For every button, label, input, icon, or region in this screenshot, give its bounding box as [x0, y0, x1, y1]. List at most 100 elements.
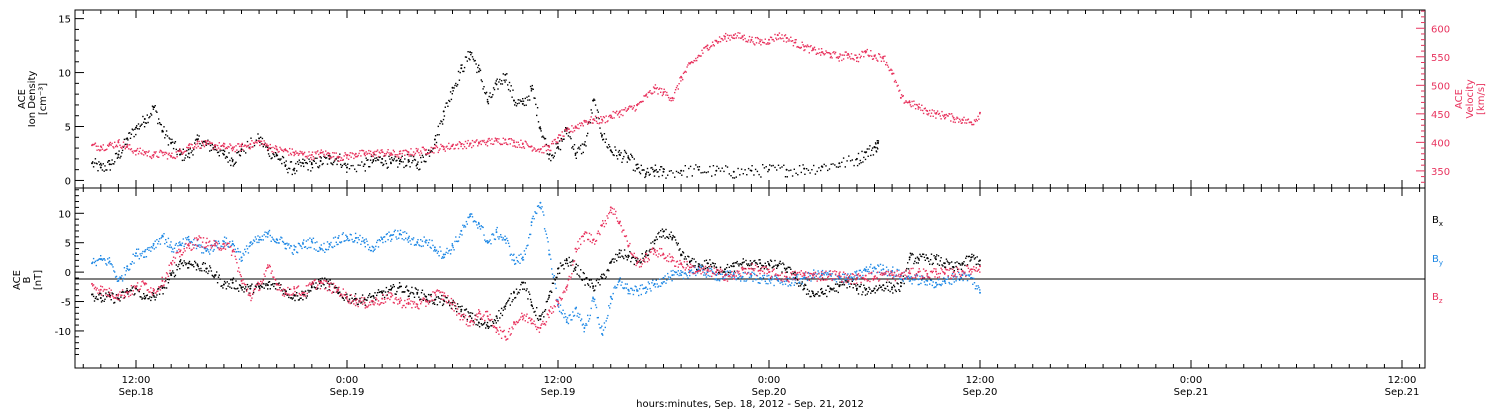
data-point [595, 117, 598, 119]
data-point [521, 142, 524, 145]
data-point [375, 160, 377, 162]
data-point [794, 39, 796, 41]
data-point [482, 226, 484, 229]
data-point [150, 296, 153, 299]
data-point [539, 148, 542, 151]
data-point [926, 279, 929, 282]
data-point [810, 280, 812, 282]
data-point [599, 127, 601, 129]
data-point [507, 143, 509, 146]
data-point [240, 286, 243, 289]
data-point [349, 233, 351, 236]
data-point [115, 144, 118, 146]
data-point [912, 105, 914, 107]
data-point [249, 148, 251, 150]
data-point [855, 54, 857, 56]
data-point [92, 144, 95, 146]
data-point [286, 168, 288, 170]
data-point [187, 238, 190, 241]
data-point [402, 161, 404, 163]
data-point [818, 167, 820, 169]
data-point [307, 284, 309, 287]
data-point [183, 260, 185, 262]
data-point [905, 100, 907, 102]
data-point [955, 265, 957, 268]
data-point [398, 152, 401, 155]
data-point [350, 294, 352, 296]
data-point [254, 141, 257, 143]
data-point [471, 56, 474, 58]
data-point [194, 262, 197, 264]
data-point [396, 159, 398, 162]
data-point [565, 316, 567, 318]
data-point [242, 252, 244, 255]
data-point [216, 247, 219, 249]
data-point [208, 270, 210, 272]
data-point [452, 246, 454, 249]
data-point [315, 162, 317, 164]
data-point [244, 283, 246, 286]
data-point [354, 237, 357, 239]
data-point [162, 154, 164, 157]
data-point [139, 147, 141, 149]
data-point [230, 164, 232, 167]
data-point [922, 275, 924, 277]
data-point [585, 120, 587, 122]
data-point [570, 264, 572, 267]
data-point [521, 102, 524, 105]
data-point [371, 245, 373, 248]
data-point [789, 284, 791, 286]
data-point [138, 258, 140, 260]
data-point [493, 319, 496, 321]
data-point [622, 158, 624, 160]
data-point [679, 172, 681, 174]
data-point [740, 280, 742, 282]
data-point [623, 109, 625, 111]
data-point [357, 303, 359, 305]
data-point [312, 156, 315, 158]
data-point [565, 259, 568, 262]
data-point [304, 162, 307, 164]
data-point [554, 138, 556, 141]
data-point [380, 236, 382, 238]
data-point [975, 263, 977, 266]
data-point [675, 170, 678, 173]
data-point [523, 147, 526, 149]
data-point [359, 297, 361, 300]
data-point [192, 264, 194, 266]
data-point [392, 234, 395, 236]
data-point [250, 146, 252, 148]
data-point [100, 292, 102, 295]
data-point [688, 271, 690, 273]
data-point [353, 157, 355, 160]
data-point [609, 262, 611, 264]
data-point [278, 289, 280, 291]
data-point [805, 284, 807, 286]
data-point [501, 239, 504, 241]
data-point [324, 156, 326, 158]
data-point [456, 83, 459, 86]
data-point [621, 281, 623, 283]
data-point [215, 240, 217, 242]
data-point [625, 256, 628, 258]
data-point [222, 152, 224, 155]
data-point [627, 292, 629, 295]
data-point [190, 263, 192, 265]
data-point [143, 126, 146, 128]
data-point [170, 274, 173, 277]
data-point [125, 138, 127, 140]
data-point [391, 286, 394, 288]
data-point [200, 267, 202, 270]
data-point [745, 259, 747, 262]
data-point [536, 114, 538, 117]
data-point [921, 104, 923, 106]
data-point [827, 52, 829, 54]
data-point [420, 303, 422, 305]
data-point [960, 268, 963, 270]
data-point [203, 270, 206, 272]
data-point [109, 263, 111, 265]
data-point [169, 272, 171, 274]
data-point [608, 115, 610, 118]
data-point [803, 167, 806, 170]
data-point [652, 171, 655, 173]
